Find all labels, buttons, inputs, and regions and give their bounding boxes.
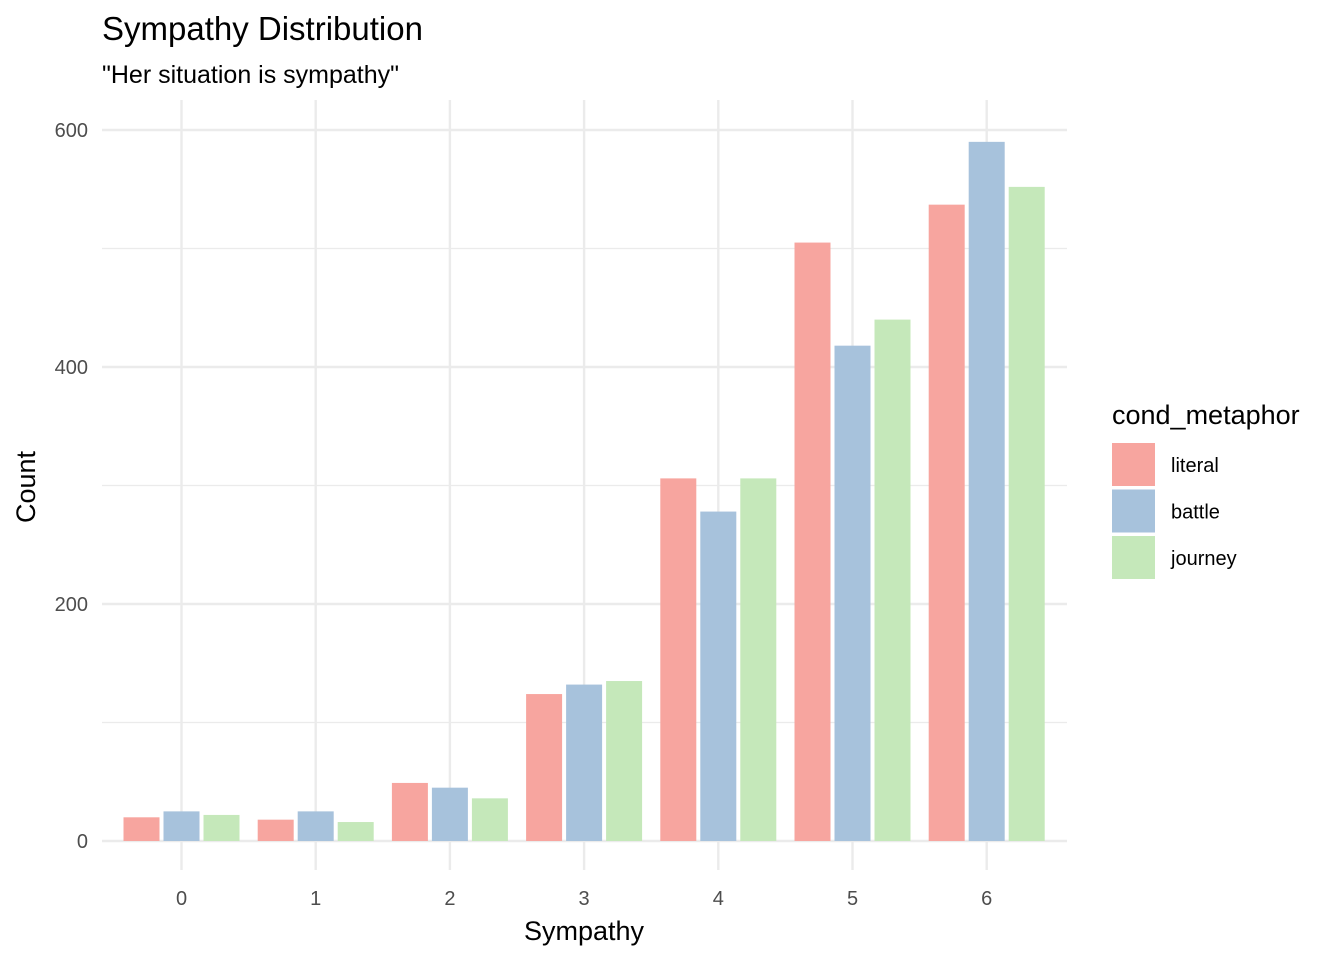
bar-journey-4 [740, 478, 777, 841]
legend-label-battle: battle [1171, 502, 1220, 524]
bar-journey-6 [1008, 186, 1045, 841]
bar-journey-2 [471, 798, 508, 841]
bar-battle-4 [700, 511, 737, 841]
bar-battle-3 [566, 684, 603, 841]
x-tick-label: 5 [847, 888, 858, 910]
bar-literal-5 [794, 242, 831, 841]
x-tick-label: 1 [310, 888, 321, 910]
bar-literal-2 [391, 782, 428, 841]
bar-battle-1 [297, 811, 334, 841]
bar-literal-6 [928, 204, 965, 841]
bar-journey-3 [606, 681, 643, 841]
chart-title: Sympathy Distribution [102, 10, 423, 47]
bar-journey-0 [203, 814, 240, 841]
x-tick-label: 2 [444, 888, 455, 910]
bar-literal-1 [257, 819, 294, 841]
legend-label-journey: journey [1170, 548, 1237, 570]
bar-literal-3 [526, 694, 563, 841]
legend: cond_metaphor literal battle journey [1112, 400, 1300, 579]
legend-items: literal battle journey [1112, 443, 1237, 579]
bar-literal-4 [660, 478, 697, 841]
legend-swatch-battle [1112, 489, 1155, 533]
x-tick-label: 6 [981, 888, 992, 910]
bar-battle-5 [834, 345, 871, 841]
x-tick-label: 0 [176, 888, 187, 910]
y-axis-title: Count [11, 450, 41, 523]
chart-subtitle: "Her situation is sympathy" [102, 61, 399, 89]
x-tick-label: 4 [713, 888, 724, 910]
bar-journey-1 [337, 822, 374, 841]
legend-title: cond_metaphor [1112, 400, 1300, 430]
y-tick-label: 0 [77, 831, 88, 853]
bar-battle-6 [968, 141, 1005, 842]
y-tick-label: 400 [55, 357, 88, 379]
bars [123, 141, 1045, 842]
y-tick-label: 600 [55, 120, 88, 142]
bar-literal-0 [123, 817, 160, 841]
bar-battle-2 [431, 787, 468, 841]
legend-swatch-literal [1112, 443, 1155, 486]
legend-label-literal: literal [1171, 455, 1219, 477]
x-tick-label: 3 [579, 888, 590, 910]
bar-journey-5 [874, 319, 911, 842]
y-tick-label: 200 [55, 594, 88, 616]
legend-swatch-journey [1112, 536, 1155, 579]
tick-labels: 0 200 400 600 0 1 2 3 4 5 6 [55, 120, 993, 910]
x-axis-title: Sympathy [524, 916, 645, 946]
bar-battle-0 [163, 811, 200, 841]
